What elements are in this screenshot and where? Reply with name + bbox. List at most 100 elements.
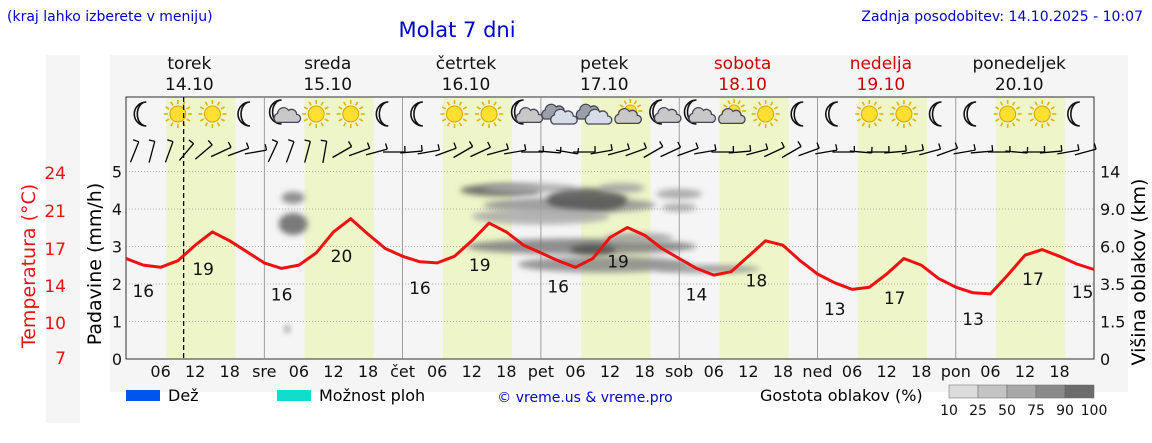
cloud-height-tick-label: 6.0 — [1100, 238, 1125, 257]
temp-tick-label: 7 — [55, 349, 66, 369]
wind-barb — [677, 142, 699, 157]
wind-barb — [953, 144, 976, 155]
wind-barb — [400, 145, 423, 154]
legend-cloud-density-label: Gostota oblakov (%) — [760, 386, 923, 405]
sun-cloud-icon — [718, 99, 747, 125]
wind-barb — [901, 144, 925, 155]
cloud-height-tick-label: 3.5 — [1100, 275, 1125, 294]
wind-barb — [1022, 145, 1046, 153]
x-tick-label: 06 — [704, 362, 724, 381]
wind-barb — [694, 144, 717, 155]
density-tick-label: 75 — [1027, 403, 1045, 419]
wind-barb — [504, 144, 527, 155]
daylight-band — [581, 97, 651, 359]
temperature-label: 14 — [686, 285, 708, 305]
day-separators — [263, 97, 957, 359]
wind-barb — [417, 144, 441, 155]
temperature-line — [125, 217, 1095, 296]
cloud-blob — [569, 244, 616, 255]
x-tick-label: 12 — [738, 362, 758, 381]
day-name: četrtek — [436, 54, 497, 74]
last-update: Zadnja posodobitev: 14.10.2025 - 10:07 — [861, 9, 1143, 25]
cloud-blob — [661, 203, 697, 212]
density-tick-label: 50 — [998, 403, 1016, 419]
temperature-labels: 19 20 19 19 18 17 17 16 16 16 16 14 13 13 15 — [132, 247, 1093, 330]
wind-barb — [194, 140, 213, 160]
wind-barb — [285, 139, 295, 163]
x-tick-label: 12 — [600, 362, 620, 381]
temperature-label: 17 — [1022, 270, 1044, 290]
wind-barb — [348, 142, 371, 157]
sun-icon — [302, 100, 331, 128]
sun-icon — [475, 100, 504, 128]
daylight-band — [996, 97, 1066, 359]
cloud-blob — [656, 189, 703, 199]
wind-barb — [1074, 143, 1097, 156]
copyright-link[interactable]: © vreme.us & vreme.pro — [497, 390, 672, 406]
clouds-icon — [541, 103, 578, 125]
day-date: 15.10 — [303, 75, 352, 95]
wind-barb — [227, 142, 250, 157]
precip-tick-label: 4 — [112, 200, 122, 219]
density-tick-label: 100 — [1081, 403, 1108, 419]
wind-barb — [148, 139, 156, 163]
wind-barb — [643, 141, 664, 159]
wind-barb — [590, 144, 613, 155]
sun-icon — [993, 100, 1022, 128]
day-name: ponedeljek — [972, 54, 1066, 74]
sun-icon — [889, 100, 918, 128]
cloud-blob — [284, 325, 291, 333]
daylight-band — [166, 97, 236, 359]
sun-icon — [336, 100, 365, 128]
wind-barbs — [129, 139, 1097, 163]
moon-cloud-icon — [649, 99, 682, 125]
density-swatch — [1064, 384, 1095, 399]
temperature-axis-label: Temperatura (°C) — [18, 184, 40, 349]
day-date: 16.10 — [442, 75, 491, 95]
x-tick-label: 18 — [358, 362, 378, 381]
day-date: 18.10 — [718, 75, 767, 95]
x-axis-ticks: 06 12 18 sre 06 12 18 čet 06 12 18 pet 06 12 18 sob 06 12… — [150, 362, 1069, 381]
wind-barb — [320, 139, 328, 163]
wind-barb — [781, 141, 802, 159]
cloud-blob — [278, 213, 308, 235]
wind-barb — [711, 145, 735, 153]
x-tick-label: ned — [802, 362, 832, 381]
x-tick-label: 18 — [911, 362, 931, 381]
sky-icons — [133, 99, 1080, 128]
cloud-height-tick-label: 0 — [1100, 350, 1110, 369]
x-tick-label: 18 — [1049, 362, 1069, 381]
x-tick-label: sob — [665, 362, 693, 381]
precip-tick-label: 3 — [112, 238, 122, 257]
precip-tick-label: 0 — [112, 350, 122, 369]
x-tick-label: 12 — [323, 362, 343, 381]
location-hint[interactable]: (kraj lahko izberete v meniju) — [7, 9, 213, 25]
cloud-height-axis-label: Višina oblakov (km) — [1128, 179, 1150, 366]
daylight-band — [719, 97, 789, 359]
density-tick-label: 90 — [1056, 403, 1074, 419]
x-tick-label: čet — [390, 362, 415, 381]
day-name: sobota — [714, 54, 772, 74]
wind-barb — [798, 142, 820, 157]
x-tick-label: 06 — [150, 362, 170, 381]
temperature-label: 19 — [607, 252, 629, 272]
wind-barb — [660, 141, 682, 158]
x-tick-label: sre — [252, 362, 276, 381]
sun-icon — [751, 100, 780, 128]
day-date: 14.10 — [165, 75, 214, 95]
wind-barb — [210, 141, 232, 158]
wind-barb — [919, 143, 942, 156]
day-name: petek — [580, 54, 628, 74]
cloud-blob — [471, 208, 611, 225]
wind-barb — [178, 139, 195, 161]
precip-tick-label: 1 — [112, 313, 122, 332]
wind-barb — [573, 145, 596, 153]
wind-barb — [332, 141, 353, 159]
wind-barb — [1039, 145, 1063, 154]
cloud-blob — [604, 232, 674, 243]
cloud-blob — [483, 183, 576, 193]
sun-icon — [163, 100, 192, 128]
temperature-label: 16 — [547, 278, 569, 298]
x-tick-label: 12 — [462, 362, 482, 381]
cloud-blob — [546, 188, 628, 212]
